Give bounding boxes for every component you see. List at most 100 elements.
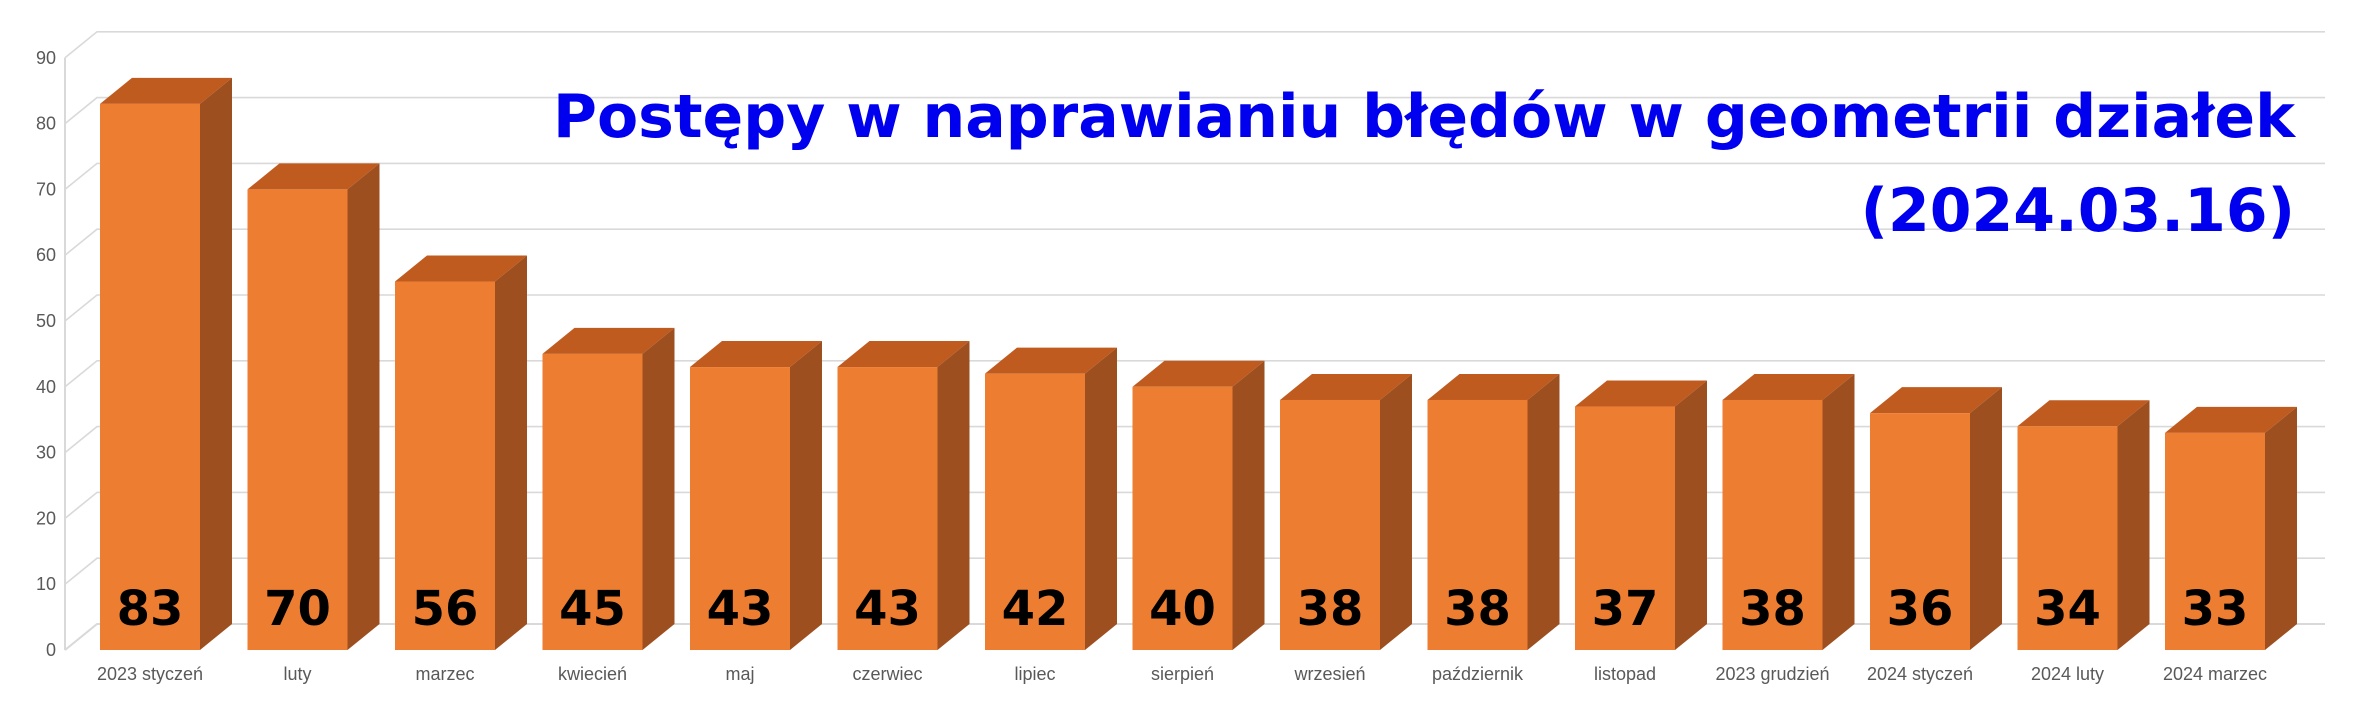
x-tick-label: 2023 styczeń	[97, 664, 203, 684]
bar-top	[542, 327, 675, 354]
bar-side	[1822, 373, 1855, 650]
bar	[837, 367, 938, 650]
y-tick-label: 60	[36, 245, 56, 265]
bar-top	[395, 255, 527, 282]
chart-title: Postępy w naprawianiu błędów w geometrii…	[552, 82, 2295, 152]
gridline	[64, 228, 2325, 256]
bar	[2165, 432, 2265, 650]
bar-top	[1722, 373, 1855, 400]
bar	[1722, 399, 1823, 650]
y-tick-label: 70	[36, 179, 56, 199]
x-tick-label: 2024 styczeń	[1867, 664, 1973, 684]
x-tick-label: luty	[283, 664, 311, 684]
chart-title-block: Postępy w naprawianiu błędów w geometrii…	[553, 70, 2295, 258]
bar-top	[1132, 360, 1265, 387]
bar	[2017, 426, 2118, 650]
bar-top	[1575, 380, 1707, 407]
bar-top	[100, 77, 232, 104]
bar	[542, 353, 643, 650]
y-tick-label: 40	[36, 377, 56, 397]
bar	[1575, 406, 1675, 650]
bar-side	[1527, 373, 1560, 650]
data-label: 33	[2182, 581, 2249, 637]
bar-side	[1970, 387, 2002, 650]
bar	[1132, 386, 1233, 650]
bar-top	[2165, 406, 2297, 433]
bar-side	[495, 255, 527, 650]
x-tick-label: listopad	[1594, 664, 1656, 684]
gridline	[64, 294, 2325, 322]
data-label: 43	[854, 581, 921, 637]
bar-side	[642, 327, 675, 650]
data-label: 38	[1739, 581, 1806, 637]
x-tick-label: 2023 grudzień	[1715, 664, 1829, 684]
y-axis-ticks: 0 10 20 30 40 50 60 70 80 90	[36, 48, 56, 660]
data-label: 38	[1444, 581, 1511, 637]
bar	[100, 103, 200, 651]
bar	[1427, 399, 1528, 650]
bar-top	[1427, 373, 1560, 400]
bar-side	[937, 341, 970, 650]
data-label: 37	[1592, 581, 1659, 637]
bar-side	[2265, 406, 2297, 650]
bar-top	[1870, 387, 2002, 414]
bar	[395, 281, 495, 650]
x-tick-label: październik	[1432, 664, 1524, 684]
x-tick-label: maj	[725, 664, 754, 684]
bar-side	[200, 77, 232, 651]
gridline	[64, 162, 2325, 191]
y-tick-label: 10	[36, 574, 56, 594]
x-tick-label: marzec	[415, 664, 474, 684]
y-tick-label: 80	[36, 114, 56, 134]
bar	[1870, 413, 1970, 650]
bar-side	[2117, 400, 2150, 650]
data-label: 83	[117, 581, 184, 637]
gridline	[64, 96, 2325, 125]
data-label: 56	[412, 581, 479, 637]
y-tick-label: 30	[36, 443, 56, 463]
bar	[985, 373, 1085, 650]
x-tick-label: czerwiec	[852, 664, 922, 684]
bar-side	[1675, 380, 1707, 650]
bar	[1280, 399, 1380, 650]
x-tick-label: lipiec	[1014, 664, 1055, 684]
bar-top	[2017, 400, 2150, 427]
y-tick-label: 0	[46, 640, 56, 660]
x-tick-label: wrzesień	[1293, 664, 1365, 684]
bar	[690, 367, 790, 650]
bar-side	[1085, 347, 1117, 650]
data-label: 42	[1002, 581, 1069, 637]
y-tick-label: 20	[36, 508, 56, 528]
x-tick-label: kwiecień	[558, 664, 627, 684]
y-tick-label: 50	[36, 311, 56, 331]
data-label: 70	[264, 581, 331, 637]
bar	[247, 189, 348, 650]
data-label: 45	[559, 581, 626, 637]
data-label: 38	[1297, 581, 1364, 637]
x-tick-label: sierpień	[1151, 664, 1214, 684]
bar-top	[690, 341, 822, 368]
gridlines	[64, 30, 2325, 651]
bar-top	[985, 347, 1117, 374]
y-tick-label: 90	[36, 48, 56, 68]
data-label: 34	[2034, 581, 2101, 637]
x-axis-ticks: 2023 styczeń luty marzec kwiecień maj czerwie…	[97, 664, 2267, 684]
bar-side	[1380, 373, 1412, 650]
bar-top	[1280, 373, 1412, 400]
chart-subtitle: (2024.03.16)	[1860, 176, 2295, 246]
gridline	[64, 359, 2325, 388]
bar-side	[790, 341, 822, 650]
data-label: 43	[707, 581, 774, 637]
data-label: 40	[1149, 581, 1216, 637]
bar-side	[1232, 360, 1265, 650]
x-tick-label: 2024 marzec	[2163, 664, 2267, 684]
bars	[100, 77, 2297, 651]
data-labels: 83 70 56 45 43 43 42 40 38 38 37 38 36 34 33	[117, 581, 2249, 637]
bar-top	[837, 341, 970, 368]
bar-top	[247, 163, 380, 190]
data-label: 36	[1887, 581, 1954, 637]
bar-side	[347, 163, 380, 650]
x-tick-label: 2024 luty	[2031, 664, 2104, 684]
gridline	[64, 30, 2325, 59]
